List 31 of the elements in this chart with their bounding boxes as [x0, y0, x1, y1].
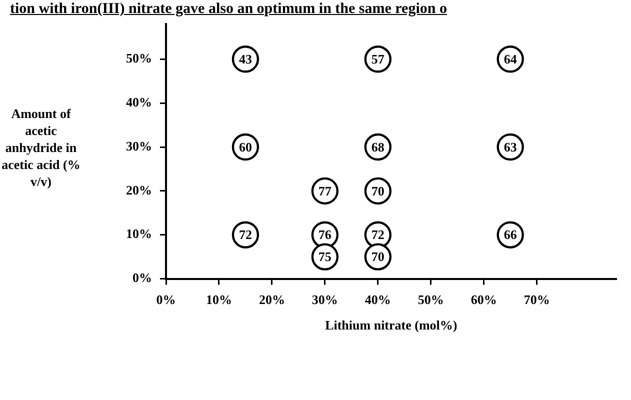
y-axis-title: Amount of acetic anhydride in acetic acid (% v/v) [0, 105, 82, 190]
y-tick-label: 10% [126, 226, 152, 242]
y-tick-label: 50% [126, 50, 152, 66]
annotation: 70 [371, 183, 384, 198]
x-tick-label: 20% [258, 292, 285, 307]
y-tick-label: 0% [132, 270, 152, 286]
annotation: 60 [238, 139, 252, 154]
annotation: 77 [318, 183, 332, 198]
x-tick-label: 60% [470, 292, 497, 307]
annotation: 43 [238, 52, 252, 67]
annotation: 75 [318, 249, 332, 264]
text: tion with iron(III) nitrate gave also an optimum in the same region o [10, 1, 447, 18]
x-tick-label: 70% [524, 292, 550, 307]
annotation: 72 [238, 227, 252, 242]
annotation: 76 [318, 227, 332, 242]
x-tick-label: 30% [312, 292, 338, 307]
x-tick-label: 0% [156, 292, 176, 307]
annotation: 64 [504, 52, 518, 67]
x-tick-label: 10% [206, 292, 232, 307]
x-tick-label: 50% [418, 292, 444, 307]
x-axis-title: Lithium nitrate (mol%) [325, 318, 458, 333]
annotation: 70 [371, 249, 384, 264]
x-tick-label: 40% [364, 292, 391, 307]
y-tick-label: 40% [126, 94, 152, 110]
annotation: 63 [504, 139, 518, 154]
annotation: 66 [504, 227, 518, 242]
annotation: 57 [371, 52, 385, 67]
y-tick-label: 20% [126, 182, 152, 198]
annotation: 72 [371, 227, 384, 242]
annotation: 68 [371, 139, 385, 154]
y-tick-label: 30% [126, 138, 152, 154]
